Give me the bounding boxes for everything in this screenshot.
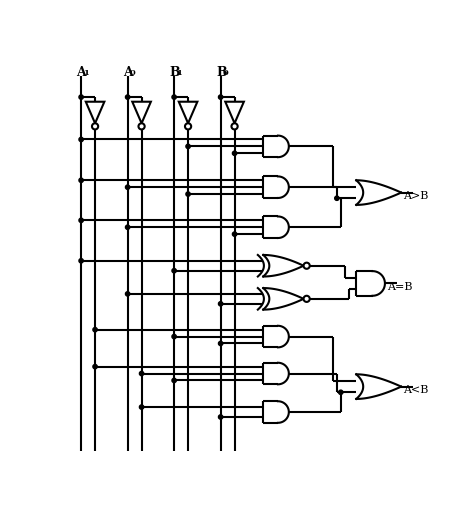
- Circle shape: [232, 123, 238, 130]
- Polygon shape: [225, 102, 244, 123]
- Circle shape: [93, 327, 97, 332]
- Circle shape: [172, 268, 176, 273]
- Circle shape: [79, 95, 83, 99]
- Circle shape: [92, 123, 98, 130]
- Circle shape: [219, 95, 223, 99]
- Circle shape: [139, 405, 144, 409]
- Circle shape: [304, 263, 310, 269]
- Circle shape: [125, 95, 130, 99]
- Circle shape: [79, 137, 83, 142]
- Circle shape: [232, 232, 237, 236]
- Text: A>B: A>B: [404, 191, 429, 200]
- Text: A: A: [76, 65, 86, 79]
- Circle shape: [186, 144, 190, 149]
- Circle shape: [79, 178, 83, 182]
- Circle shape: [79, 218, 83, 223]
- Circle shape: [304, 296, 310, 302]
- Text: 1: 1: [175, 68, 181, 77]
- Circle shape: [139, 372, 144, 376]
- Circle shape: [125, 292, 130, 296]
- Circle shape: [172, 95, 176, 99]
- Text: 0: 0: [129, 68, 135, 77]
- Polygon shape: [179, 102, 197, 123]
- Circle shape: [338, 390, 343, 394]
- Circle shape: [172, 335, 176, 339]
- Circle shape: [79, 259, 83, 263]
- Circle shape: [125, 225, 130, 229]
- Text: B: B: [169, 65, 180, 79]
- Circle shape: [186, 192, 190, 196]
- Circle shape: [335, 196, 339, 200]
- Circle shape: [232, 151, 237, 155]
- Polygon shape: [132, 102, 151, 123]
- Text: B: B: [216, 65, 226, 79]
- Text: 1: 1: [83, 68, 88, 77]
- Circle shape: [172, 378, 176, 382]
- Text: A<B: A<B: [404, 384, 429, 395]
- Circle shape: [93, 364, 97, 369]
- Polygon shape: [86, 102, 104, 123]
- Circle shape: [125, 185, 130, 189]
- Circle shape: [138, 123, 144, 130]
- Text: 0: 0: [222, 68, 228, 77]
- Circle shape: [219, 415, 223, 419]
- Text: A: A: [123, 65, 133, 79]
- Circle shape: [185, 123, 191, 130]
- Text: A=B: A=B: [387, 282, 413, 291]
- Circle shape: [219, 302, 223, 306]
- Circle shape: [219, 341, 223, 345]
